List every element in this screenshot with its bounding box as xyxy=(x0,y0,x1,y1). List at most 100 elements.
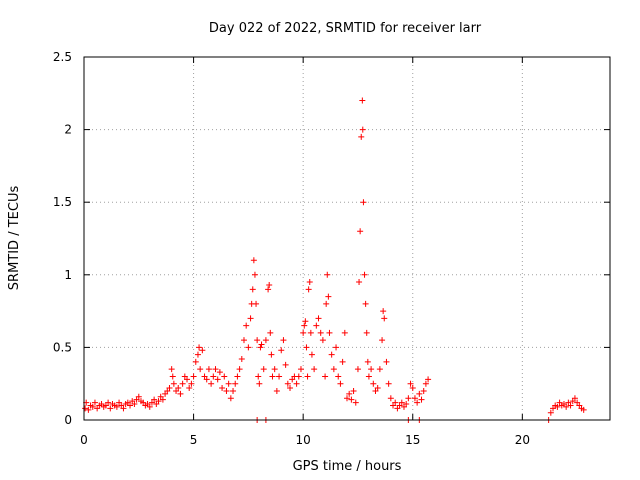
data-point-marker xyxy=(361,271,368,278)
data-point-marker xyxy=(324,271,331,278)
data-point-marker xyxy=(387,395,394,402)
data-point-marker xyxy=(169,373,176,380)
data-point-marker xyxy=(357,228,364,235)
y-axis-ticks: 0 0.5 1 1.5 2 2.5 xyxy=(53,50,610,427)
data-points xyxy=(82,97,587,423)
data-point-marker xyxy=(127,402,134,409)
x-tick-label: 20 xyxy=(515,433,530,447)
data-point-marker xyxy=(313,322,320,329)
data-point-marker xyxy=(159,396,166,403)
data-point-marker xyxy=(120,405,127,412)
data-point-marker xyxy=(547,409,554,416)
data-point-marker xyxy=(571,395,578,402)
data-point-marker xyxy=(268,351,275,358)
data-point-marker xyxy=(210,373,217,380)
data-point-marker xyxy=(240,337,247,344)
data-point-marker xyxy=(188,380,195,387)
data-point-marker xyxy=(350,387,357,394)
data-point-marker xyxy=(326,329,333,336)
data-point-marker xyxy=(305,286,312,293)
data-point-marker xyxy=(192,358,199,365)
data-point-marker xyxy=(227,395,234,402)
data-point-marker xyxy=(304,373,311,380)
data-point-marker xyxy=(405,395,412,402)
data-point-marker xyxy=(170,380,177,387)
data-point-marker xyxy=(580,406,587,413)
data-point-marker xyxy=(398,399,405,406)
data-point-marker xyxy=(197,366,204,373)
data-point-marker xyxy=(328,351,335,358)
data-point-marker xyxy=(267,329,274,336)
data-point-marker xyxy=(236,366,243,373)
data-point-marker xyxy=(251,271,258,278)
data-point-marker xyxy=(253,300,260,307)
x-axis-label: GPS time / hours xyxy=(293,459,402,474)
data-point-marker xyxy=(221,373,228,380)
data-point-marker xyxy=(205,366,212,373)
data-point-marker xyxy=(166,385,173,392)
data-point-marker xyxy=(416,390,423,397)
data-point-marker xyxy=(346,390,353,397)
data-point-marker xyxy=(254,337,261,344)
data-point-marker xyxy=(368,366,375,373)
data-point-marker xyxy=(250,257,257,264)
data-point-marker xyxy=(420,387,427,394)
data-point-marker xyxy=(282,361,289,368)
y-tick-label: 1 xyxy=(64,268,72,282)
data-point-marker xyxy=(269,373,276,380)
data-point-marker xyxy=(380,308,387,315)
data-point-marker xyxy=(89,403,96,410)
data-point-marker xyxy=(363,329,370,336)
data-point-marker xyxy=(325,293,332,300)
data-point-marker xyxy=(82,405,89,412)
data-point-marker xyxy=(184,376,191,383)
data-point-marker xyxy=(365,373,372,380)
data-point-marker xyxy=(91,399,98,406)
data-point-marker xyxy=(302,318,309,325)
data-point-marker xyxy=(414,399,421,406)
y-tick-label: 0 xyxy=(64,413,72,427)
y-tick-label: 1.5 xyxy=(53,195,72,209)
data-point-marker xyxy=(392,399,399,406)
y-tick-label: 2.5 xyxy=(53,50,72,64)
data-point-marker xyxy=(339,358,346,365)
x-tick-label: 15 xyxy=(405,433,420,447)
data-point-marker xyxy=(278,347,285,354)
data-point-marker xyxy=(203,376,210,383)
data-point-marker xyxy=(194,351,201,358)
data-point-marker xyxy=(186,385,193,392)
x-tick-label: 0 xyxy=(80,433,88,447)
data-point-marker xyxy=(223,387,230,394)
data-point-marker xyxy=(308,351,315,358)
data-point-marker xyxy=(341,329,348,336)
data-point-marker xyxy=(260,366,267,373)
data-point-marker xyxy=(297,366,304,373)
data-point-marker xyxy=(301,322,308,329)
data-point-marker xyxy=(208,380,215,387)
data-point-marker xyxy=(256,380,263,387)
data-point-marker xyxy=(360,199,367,206)
data-point-marker xyxy=(131,401,138,408)
data-point-marker xyxy=(175,385,182,392)
data-point-marker xyxy=(311,366,318,373)
data-point-marker xyxy=(362,300,369,307)
data-point-marker xyxy=(319,337,326,344)
data-point-marker xyxy=(359,126,366,133)
data-point-marker xyxy=(554,403,561,410)
y-tick-label: 2 xyxy=(64,123,72,137)
data-point-marker xyxy=(381,315,388,322)
data-point-marker xyxy=(212,366,219,373)
data-point-marker xyxy=(563,403,570,410)
data-point-marker xyxy=(385,380,392,387)
data-point-marker xyxy=(262,337,269,344)
data-point-marker xyxy=(113,403,120,410)
data-point-marker xyxy=(293,380,300,387)
data-point-marker xyxy=(364,358,371,365)
data-point-marker xyxy=(422,380,429,387)
data-point-marker xyxy=(303,344,310,351)
y-tick-label: 0.5 xyxy=(53,340,72,354)
data-point-marker xyxy=(135,393,142,400)
data-point-marker xyxy=(322,373,329,380)
data-point-marker xyxy=(403,401,410,408)
